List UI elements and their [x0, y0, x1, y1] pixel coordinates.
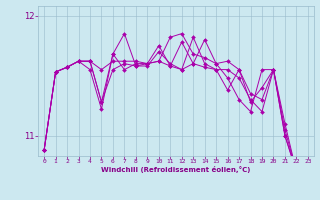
- X-axis label: Windchill (Refroidissement éolien,°C): Windchill (Refroidissement éolien,°C): [101, 166, 251, 173]
